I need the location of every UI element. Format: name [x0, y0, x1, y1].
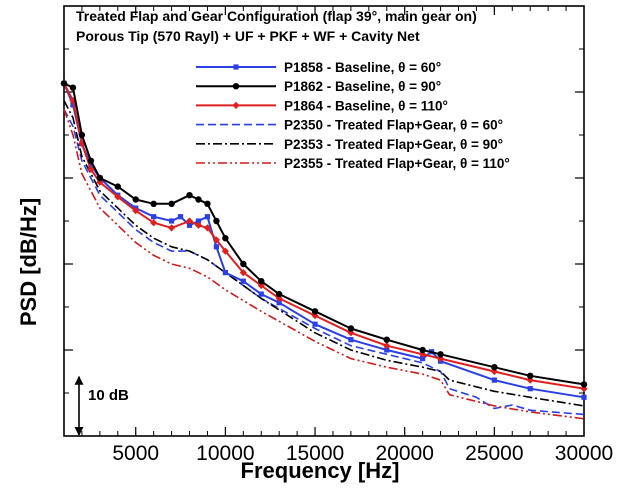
- scale-bar: 10 dB: [75, 376, 130, 436]
- data-point-circle: [491, 364, 497, 370]
- data-point-circle: [88, 158, 94, 164]
- chart-title-line-2: Porous Tip (570 Rayl) + UF + PKF + WF + …: [76, 28, 420, 44]
- data-point-square: [233, 64, 238, 69]
- data-point-circle: [168, 201, 174, 207]
- scale-bar-arrow-up: [75, 376, 84, 385]
- data-point-circle: [527, 373, 533, 379]
- data-point-circle: [97, 175, 103, 181]
- data-point-circle: [240, 261, 246, 267]
- data-point-square: [205, 214, 210, 219]
- legend-item: P1864 - Baseline, θ = 110°: [196, 98, 448, 113]
- x-axis-label: Frequency [Hz]: [241, 458, 400, 483]
- data-point-square: [259, 292, 264, 297]
- legend-label: P1862 - Baseline, θ = 90°: [284, 79, 441, 94]
- data-point-circle: [233, 83, 239, 89]
- legend: P1858 - Baseline, θ = 60° P1862 - Baselin…: [196, 60, 510, 171]
- data-point-circle: [312, 308, 318, 314]
- legend-label: P2350 - Treated Flap+Gear, θ = 60°: [284, 118, 503, 133]
- x-tick-label: 25000: [465, 442, 523, 465]
- data-point-circle: [276, 291, 282, 297]
- data-point-diamond: [232, 102, 239, 109]
- data-point-square: [223, 270, 228, 275]
- data-point-circle: [213, 218, 219, 224]
- data-point-circle: [70, 85, 76, 91]
- data-point-circle: [204, 201, 210, 207]
- data-point-circle: [384, 336, 390, 342]
- data-point-circle: [115, 183, 121, 189]
- legend-item: P2353 - Treated Flap+Gear, θ = 90°: [196, 137, 503, 152]
- data-point-circle: [437, 351, 443, 357]
- legend-label: P1858 - Baseline, θ = 60°: [284, 60, 441, 75]
- data-point-circle: [222, 235, 228, 241]
- legend-label: P2355 - Treated Flap+Gear, θ = 110°: [284, 156, 510, 171]
- legend-label: P2353 - Treated Flap+Gear, θ = 90°: [284, 137, 503, 152]
- data-point-square: [241, 279, 246, 284]
- legend-item: P2350 - Treated Flap+Gear, θ = 60°: [196, 118, 503, 133]
- data-point-circle: [581, 381, 587, 387]
- data-point-square: [169, 218, 174, 223]
- legend-item: P2355 - Treated Flap+Gear, θ = 110°: [196, 156, 510, 171]
- data-point-circle: [195, 196, 201, 202]
- data-point-square: [528, 386, 533, 391]
- data-point-square: [312, 322, 317, 327]
- data-point-square: [492, 378, 497, 383]
- y-axis-label: PSD [dB/Hz]: [16, 198, 41, 326]
- data-point-circle: [258, 278, 264, 284]
- series-line: [64, 109, 584, 414]
- data-point-circle: [348, 325, 354, 331]
- data-point-square: [348, 337, 353, 342]
- data-point-square: [151, 214, 156, 219]
- data-point-circle: [61, 80, 67, 86]
- data-point-square: [178, 214, 183, 219]
- data-point-circle: [186, 192, 192, 198]
- legend-item: P1862 - Baseline, θ = 90°: [196, 79, 441, 94]
- legend-item: P1858 - Baseline, θ = 60°: [196, 60, 441, 75]
- scale-bar-label: 10 dB: [88, 387, 129, 404]
- x-tick-label: 5000: [112, 442, 159, 465]
- x-tick-label: 30000: [555, 442, 613, 465]
- data-point-circle: [150, 201, 156, 207]
- legend-label: P1864 - Baseline, θ = 110°: [284, 98, 448, 113]
- data-point-circle: [133, 196, 139, 202]
- data-point-square: [214, 244, 219, 249]
- data-point-circle: [79, 132, 85, 138]
- series-p2350: [64, 109, 584, 414]
- data-point-circle: [419, 347, 425, 353]
- data-point-square: [581, 395, 586, 400]
- data-point-diamond: [168, 224, 175, 231]
